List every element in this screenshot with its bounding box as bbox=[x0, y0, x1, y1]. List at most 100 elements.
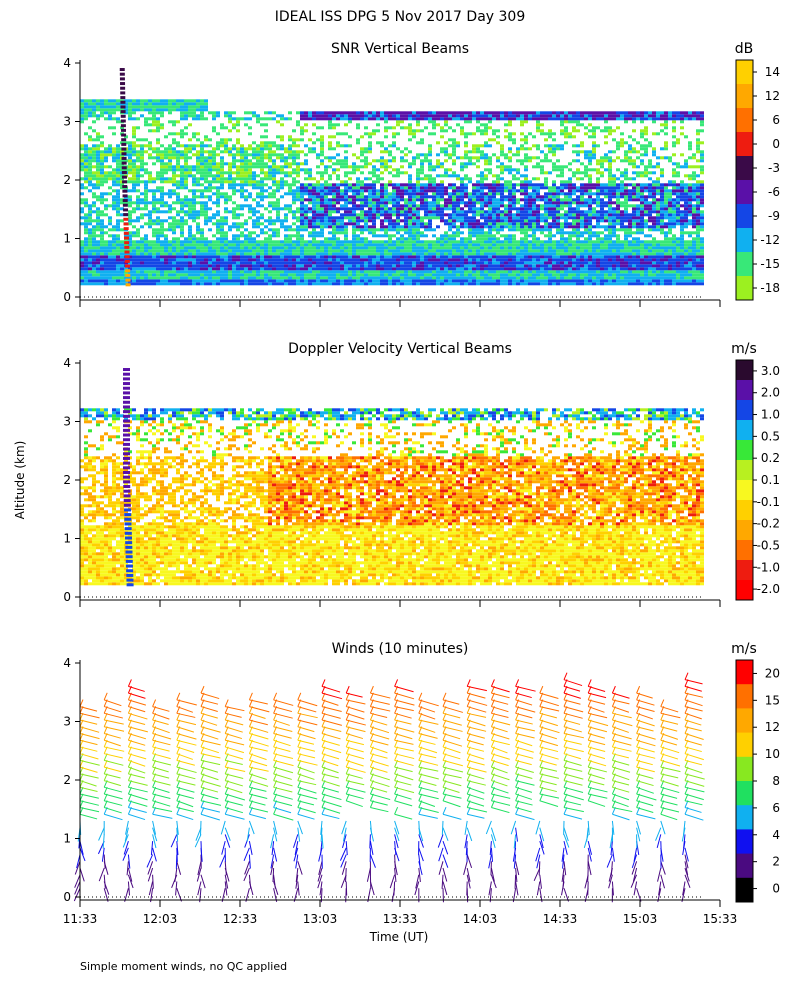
heatmap-cell bbox=[460, 225, 464, 228]
heatmap-cell bbox=[488, 201, 492, 204]
heatmap-cell bbox=[176, 237, 180, 240]
heatmap-cell bbox=[204, 267, 208, 270]
heatmap-cell bbox=[180, 168, 184, 171]
heatmap-cell bbox=[156, 129, 160, 132]
heatmap-cell bbox=[300, 225, 304, 228]
heatmap-cell bbox=[336, 159, 340, 162]
heatmap-cell bbox=[428, 279, 432, 282]
heatmap-cell bbox=[88, 159, 92, 162]
heatmap-cell bbox=[324, 165, 328, 168]
heatmap-cell bbox=[128, 171, 132, 174]
heatmap-cell bbox=[136, 180, 140, 183]
heatmap-cell bbox=[488, 225, 492, 228]
heatmap-cell bbox=[336, 123, 340, 126]
heatmap-cell bbox=[200, 240, 204, 243]
heatmap-cell bbox=[80, 156, 84, 159]
heatmap-cell bbox=[400, 213, 404, 216]
heatmap-cell bbox=[368, 213, 372, 216]
heatmap-cell bbox=[404, 111, 408, 114]
heatmap-cell bbox=[468, 159, 472, 162]
heatmap-cell bbox=[136, 276, 140, 279]
heatmap-cell bbox=[268, 174, 272, 177]
heatmap-cell bbox=[84, 159, 88, 162]
heatmap-cell bbox=[408, 219, 412, 222]
heatmap-cell bbox=[112, 282, 116, 285]
heatmap-cell bbox=[96, 153, 100, 156]
heatmap-cell bbox=[452, 249, 456, 252]
heatmap-cell bbox=[508, 282, 512, 285]
heatmap-cell bbox=[316, 240, 320, 243]
heatmap-cell bbox=[484, 123, 488, 126]
heatmap-cell bbox=[324, 171, 328, 174]
heatmap-cell bbox=[516, 240, 520, 243]
heatmap-cell bbox=[308, 177, 312, 180]
heatmap-cell bbox=[96, 198, 100, 201]
heatmap-cell bbox=[144, 108, 148, 111]
heatmap-cell bbox=[440, 147, 444, 150]
heatmap-cell bbox=[392, 222, 396, 225]
heatmap-cell bbox=[540, 168, 544, 171]
heatmap-cell bbox=[392, 192, 396, 195]
heatmap-cell bbox=[392, 279, 396, 282]
heatmap-cell bbox=[240, 264, 244, 267]
heatmap-cell bbox=[256, 120, 260, 123]
heatmap-cell bbox=[396, 210, 400, 213]
heatmap-cell bbox=[524, 177, 528, 180]
heatmap-cell bbox=[224, 258, 228, 261]
heatmap-cell bbox=[84, 201, 88, 204]
heatmap-cell bbox=[512, 237, 516, 240]
heatmap-cell bbox=[372, 114, 376, 117]
heatmap-cell bbox=[500, 276, 504, 279]
heatmap-cell bbox=[328, 252, 332, 255]
heatmap-cell bbox=[424, 255, 428, 258]
heatmap-cell bbox=[272, 222, 276, 225]
heatmap-cell bbox=[304, 144, 308, 147]
heatmap-cell bbox=[544, 267, 548, 270]
heatmap-cell bbox=[344, 222, 348, 225]
heatmap-cell bbox=[304, 159, 308, 162]
heatmap-cell bbox=[500, 225, 504, 228]
heatmap-cell bbox=[340, 246, 344, 249]
heatmap-cell bbox=[308, 222, 312, 225]
heatmap-cell bbox=[112, 201, 116, 204]
heatmap-cell bbox=[164, 210, 168, 213]
heatmap-cell bbox=[468, 255, 472, 258]
heatmap-cell bbox=[232, 186, 236, 189]
heatmap-cell bbox=[532, 114, 536, 117]
heatmap-cell bbox=[304, 189, 308, 192]
heatmap-cell bbox=[104, 105, 108, 108]
heatmap-cell bbox=[480, 180, 484, 183]
heatmap-cell bbox=[472, 231, 476, 234]
heatmap-cell bbox=[516, 270, 520, 273]
heatmap-cell bbox=[488, 156, 492, 159]
heatmap-cell bbox=[488, 234, 492, 237]
heatmap-cell bbox=[112, 228, 116, 231]
heatmap-cell bbox=[340, 231, 344, 234]
heatmap-cell bbox=[260, 198, 264, 201]
heatmap-cell bbox=[164, 150, 168, 153]
heatmap-cell bbox=[96, 246, 100, 249]
heatmap-cell bbox=[208, 243, 212, 246]
heatmap-cell bbox=[528, 258, 532, 261]
heatmap-cell bbox=[436, 123, 440, 126]
heatmap-cell bbox=[252, 210, 256, 213]
heatmap-cell bbox=[176, 192, 180, 195]
heatmap-cell bbox=[152, 264, 156, 267]
heatmap-cell bbox=[496, 204, 500, 207]
heatmap-cell bbox=[344, 228, 348, 231]
heatmap-cell bbox=[304, 183, 308, 186]
heatmap-cell bbox=[460, 213, 464, 216]
heatmap-cell bbox=[360, 273, 364, 276]
heatmap-cell bbox=[80, 249, 84, 252]
heatmap-cell bbox=[352, 198, 356, 201]
heatmap-cell bbox=[400, 228, 404, 231]
heatmap-cell bbox=[204, 282, 208, 285]
heatmap-cell bbox=[84, 165, 88, 168]
heatmap-cell bbox=[112, 168, 116, 171]
heatmap-cell bbox=[292, 201, 296, 204]
heatmap-cell bbox=[200, 189, 204, 192]
heatmap-cell bbox=[188, 156, 192, 159]
heatmap-cell bbox=[364, 216, 368, 219]
heatmap-cell bbox=[332, 156, 336, 159]
heatmap-cell bbox=[408, 273, 412, 276]
